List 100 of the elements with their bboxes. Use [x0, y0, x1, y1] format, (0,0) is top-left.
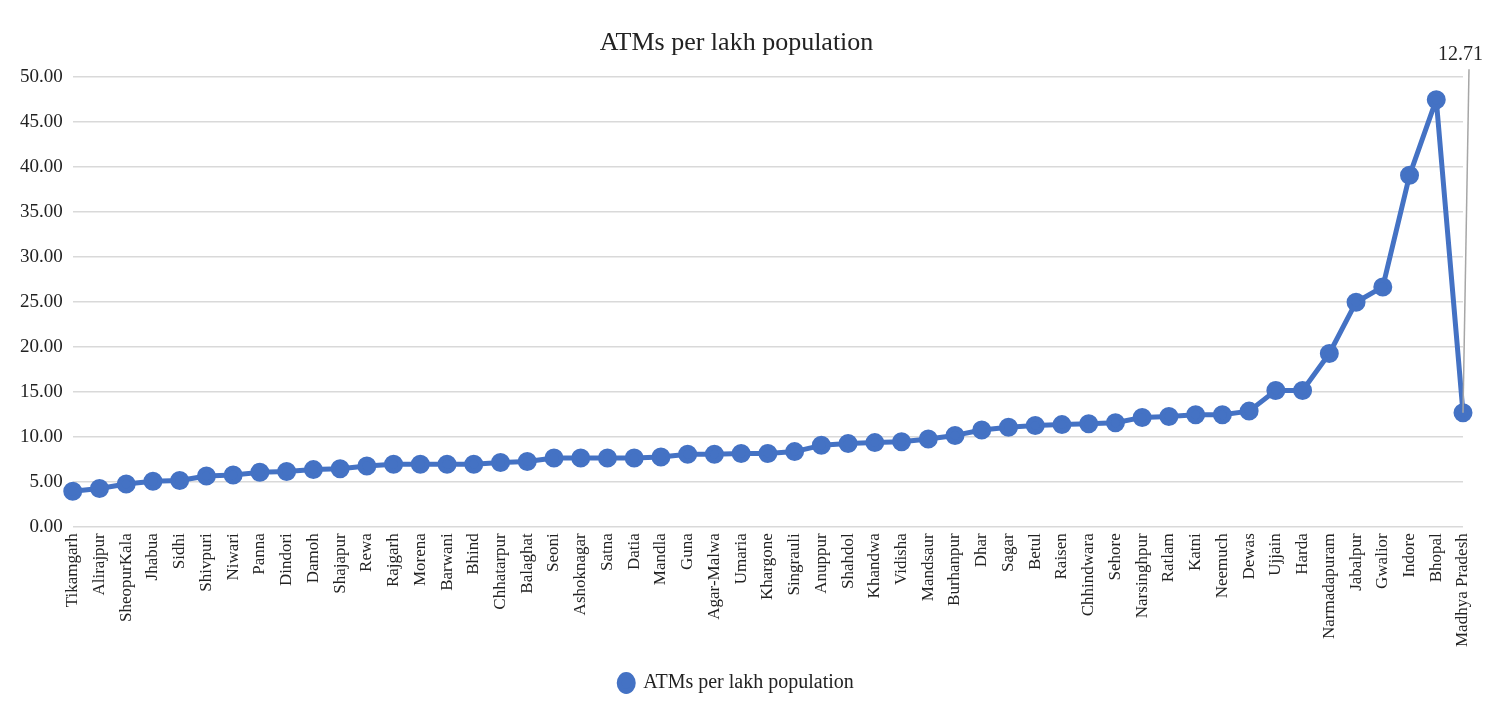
x-tick-label: Dewas: [1238, 533, 1258, 580]
x-tick-label: Sidhi: [169, 532, 189, 570]
y-tick-label: 10.00: [20, 425, 63, 447]
point: [1293, 380, 1313, 400]
x-tick-label: Indore: [1399, 533, 1418, 578]
point: [223, 465, 243, 485]
x-tick-label: Barwani: [436, 532, 456, 591]
annotation: 12.71: [1438, 42, 1483, 65]
x-tick-label: Neemuch: [1211, 532, 1231, 599]
x-tick-label: Datia: [623, 532, 643, 571]
x-tick-label: Khargone: [757, 533, 777, 600]
point: [196, 466, 216, 486]
point: [1132, 407, 1152, 427]
point: [410, 454, 430, 474]
x-tick-label: Katni: [1185, 532, 1205, 571]
point: [918, 429, 938, 449]
point: [330, 459, 350, 479]
point: [1346, 292, 1366, 312]
point: [89, 479, 109, 499]
x-tick-label: Agar-Malwa: [703, 532, 723, 620]
point: [811, 435, 831, 455]
point: [624, 448, 644, 468]
point: [1373, 277, 1393, 297]
point: [63, 481, 83, 501]
x-tick-label: Dindori: [276, 532, 296, 587]
point: [704, 444, 724, 464]
legend-label: ATMs per lakh population: [643, 670, 854, 694]
x-tick-label: Ujjain: [1265, 532, 1285, 576]
x-tick-label: Ashoknagar: [570, 532, 590, 616]
point: [1266, 380, 1286, 400]
point: [384, 454, 404, 474]
x-tick-label: Damoh: [302, 532, 322, 584]
point: [1079, 414, 1099, 434]
point: [571, 448, 591, 468]
point: [116, 474, 136, 494]
point: [1453, 403, 1473, 423]
point: [357, 456, 377, 476]
point: [1105, 413, 1125, 433]
point: [491, 452, 511, 472]
x-tick-label: Jabalpur: [1345, 532, 1365, 591]
point: [170, 470, 190, 490]
y-tick-label: 5.00: [29, 470, 63, 492]
point: [1400, 165, 1420, 185]
x-tick-label: Shahdol: [837, 532, 857, 589]
point: [597, 448, 617, 468]
x-tick-label: Umaria: [730, 532, 750, 585]
point: [437, 454, 457, 474]
x-tick-label: Mandsaur: [917, 532, 937, 602]
x-tick-label: Mandla: [650, 532, 670, 586]
point: [1052, 415, 1072, 435]
point: [250, 462, 270, 482]
point: [544, 448, 564, 468]
point: [1159, 407, 1179, 427]
x-tick-label: Madhya Pradesh: [1452, 532, 1472, 647]
x-tick-label: Guna: [677, 532, 697, 571]
y-tick-label: 0.00: [29, 515, 63, 537]
point: [464, 454, 484, 474]
y-tick-label: 50.00: [20, 65, 63, 87]
x-tick-label: Ratlam: [1158, 533, 1178, 583]
y-tick-label: 35.00: [20, 200, 63, 222]
x-tick-label: Chhatarpur: [489, 532, 509, 610]
x-tick-label: Anuppur: [810, 532, 830, 594]
x-tick-label: SheopurKala: [115, 532, 135, 622]
point: [865, 433, 885, 453]
x-tick-label: Betul: [1024, 532, 1044, 571]
y-tick-label: 40.00: [20, 155, 63, 177]
x-tick-label: Panna: [249, 532, 269, 575]
chart-title: ATMs per lakh population: [599, 27, 874, 57]
x-tick-label: Rajgarh: [383, 532, 403, 588]
point: [731, 443, 751, 463]
y-tick-label: 20.00: [20, 335, 63, 357]
x-tick-label: Raisen: [1051, 532, 1071, 580]
x-tick-label: Narmadapuram: [1318, 533, 1338, 639]
point: [517, 452, 537, 472]
x-tick-label: Bhopal: [1425, 532, 1445, 583]
x-tick-label: Harda: [1292, 532, 1312, 575]
y-tick-label: 15.00: [20, 380, 63, 402]
x-tick-label: Shivpuri: [195, 532, 215, 592]
point: [277, 461, 297, 481]
x-tick-label: Khandwa: [864, 532, 884, 599]
point: [143, 471, 163, 491]
point: [892, 432, 912, 452]
y-tick-label: 45.00: [20, 110, 63, 132]
point: [945, 425, 965, 445]
x-tick-label: Singrauli: [784, 532, 804, 596]
point: [1025, 416, 1045, 436]
x-tick-label: Jhabua: [142, 532, 162, 581]
x-tick-label: Rewa: [356, 532, 376, 572]
point: [651, 447, 671, 467]
x-tick-label: Bhind: [463, 532, 483, 575]
point: [838, 434, 858, 454]
point: [1319, 344, 1339, 364]
point: [758, 443, 778, 463]
point: [998, 417, 1018, 437]
x-tick-label: Satna: [596, 532, 616, 571]
x-tick-label: Burhanpur: [944, 532, 964, 606]
point: [972, 420, 992, 440]
x-tick-label: Shajapur: [329, 532, 349, 594]
x-tick-label: Dhar: [971, 532, 991, 568]
point: [1186, 405, 1206, 425]
